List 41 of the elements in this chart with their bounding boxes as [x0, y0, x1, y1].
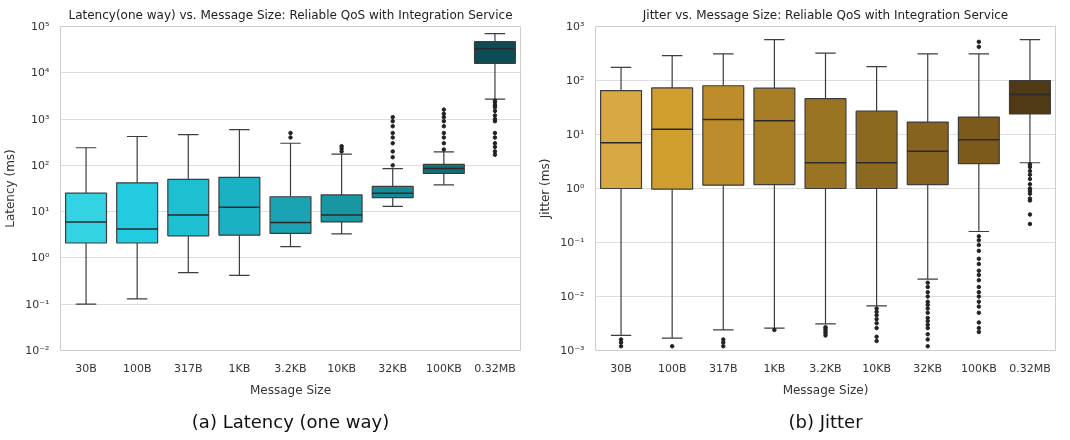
y-tick-label: 10⁰ — [566, 182, 586, 195]
x-tick-label: 10KB — [862, 361, 891, 375]
x-tick-label: 30B — [75, 361, 97, 375]
y-tick-label: 10⁵ — [31, 20, 50, 33]
y-tick-label: 10⁴ — [31, 66, 51, 80]
x-tick-label: 1KB — [763, 361, 786, 375]
x-tick-label: 3.2KB — [274, 361, 307, 375]
y-tick-label: 10⁻¹ — [560, 236, 585, 249]
y-tick-label: 10¹ — [31, 205, 50, 219]
x-axis-title: Message Size — [249, 382, 332, 397]
y-tick-label: 10⁰ — [31, 251, 51, 265]
x-tick-label: 10KB — [327, 361, 356, 375]
y-tick-label: 10⁻² — [560, 290, 585, 303]
y-tick-label: 10⁻² — [25, 344, 50, 357]
x-tick-label: 100KB — [425, 361, 462, 375]
x-tick-label: 32KB — [378, 361, 408, 375]
x-tick-label: 1KB — [228, 361, 251, 375]
x-axis-title: Message Size) — [782, 382, 869, 397]
y-tick-label: 10⁻¹ — [25, 297, 50, 311]
y-axis-title: Jitter (ms) — [538, 158, 553, 220]
x-tick-label: 100B — [657, 361, 687, 375]
x-tick-label: 3.2KB — [809, 361, 842, 375]
y-tick-label: 10³ — [566, 20, 585, 33]
y-tick-label: 10³ — [31, 112, 50, 126]
x-tick-label: 317B — [174, 361, 203, 375]
chart-title: Jitter vs. Message Size: Reliable QoS with Integration Service — [641, 7, 1009, 22]
x-tick-label: 0.32MB — [474, 361, 516, 375]
y-axis-title: Latency (ms) — [3, 149, 18, 228]
x-tick-label: 30B — [610, 361, 632, 375]
x-tick-label: 100B — [122, 361, 152, 375]
y-tick-label: 10² — [566, 74, 585, 87]
text: (b) Jitter — [788, 410, 864, 432]
chart-title: Latency(one way) vs. Message Size: Reliable QoS with Integration Service — [68, 7, 513, 22]
x-tick-label: 100KB — [960, 361, 997, 375]
y-tick-label: 10¹ — [566, 128, 585, 141]
x-tick-label: 0.32MB — [1009, 361, 1051, 375]
x-tick-label: 317B — [709, 361, 738, 375]
text: (a) Latency (one way) — [191, 410, 390, 432]
x-tick-label: 32KB — [913, 361, 943, 375]
y-tick-label: 10⁻³ — [560, 344, 585, 357]
y-tick-label: 10² — [31, 158, 50, 172]
